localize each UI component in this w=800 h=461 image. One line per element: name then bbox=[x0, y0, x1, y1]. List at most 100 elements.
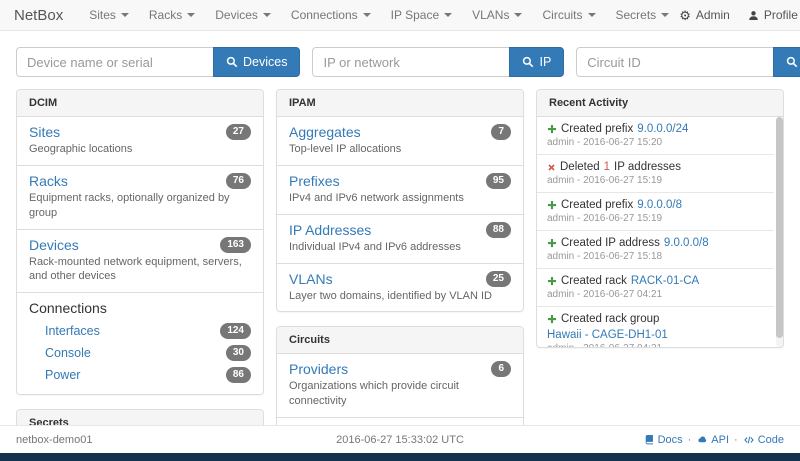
navbar-admin-link[interactable]: ⚙ Admin bbox=[679, 8, 730, 22]
nav-item-sites[interactable]: Sites bbox=[79, 0, 139, 30]
count-badge: 30 bbox=[225, 345, 251, 362]
footer-separator: · bbox=[734, 433, 738, 446]
list-item: VLANs 25 Layer two domains, identified by … bbox=[277, 262, 523, 312]
chevron-down-icon bbox=[120, 13, 129, 17]
nav-item-label: VLANs bbox=[472, 8, 510, 22]
activity-item: Created rack group Hawaii - CAGE-DH1-01 a… bbox=[537, 306, 774, 347]
search-row: Devices IP Circuits bbox=[0, 31, 800, 89]
nav-item-circuits[interactable]: Circuits bbox=[532, 0, 605, 30]
connection-sub-row: Power 86 bbox=[29, 364, 251, 386]
list-item: Sites 27 Geographic locations bbox=[17, 117, 263, 165]
count-badge: 88 bbox=[485, 221, 511, 238]
nav-item-secrets[interactable]: Secrets bbox=[606, 0, 680, 30]
item-description: Layer two domains, identified by VLAN ID bbox=[289, 289, 492, 302]
nav-item-racks[interactable]: Racks bbox=[139, 0, 205, 30]
item-description: IPv4 and IPv6 network assignments bbox=[289, 191, 464, 204]
search-button-ip[interactable]: IP bbox=[509, 47, 565, 77]
item-description: Individual IPv4 and IPv6 addresses bbox=[289, 240, 461, 253]
activity-object-link[interactable]: 9.0.0.0/8 bbox=[663, 237, 709, 249]
footer-hostname: netbox-demo01 bbox=[16, 433, 93, 446]
activity-text: IP addresses bbox=[614, 161, 681, 173]
list-item: Prefixes 95 IPv4 and IPv6 network assignme… bbox=[277, 164, 523, 214]
count-badge: 95 bbox=[485, 172, 511, 189]
recent-activity-list: Created prefix 9.0.0.0/24 admin - 2016-06… bbox=[537, 117, 783, 347]
footer-link-label: Code bbox=[757, 433, 784, 446]
nav-item-ip-space[interactable]: IP Space bbox=[381, 0, 462, 30]
activity-title: Created rack RACK-01-CA bbox=[547, 275, 770, 287]
item-top: Sites 27 bbox=[29, 124, 251, 140]
column-ipam: IPAM Aggregates 7 Top-level IP allocations P… bbox=[276, 89, 524, 461]
item-description: Top-level IP allocations bbox=[289, 143, 402, 155]
search-input-devices[interactable] bbox=[16, 47, 214, 77]
footer-link-label: Docs bbox=[657, 433, 683, 446]
item-description: Equipment racks, optionally organized by… bbox=[29, 191, 230, 219]
footer-link-docs[interactable]: Docs bbox=[644, 434, 683, 446]
link-ip-addresses[interactable]: IP Addresses bbox=[289, 221, 372, 238]
nav-item-label: Sites bbox=[89, 8, 116, 22]
activity-title: Created rack group Hawaii - CAGE-DH1-01 bbox=[547, 313, 770, 341]
link-racks[interactable]: Racks bbox=[29, 172, 68, 189]
chevron-down-icon bbox=[187, 13, 196, 17]
item-top: Racks 76 bbox=[29, 172, 251, 189]
recent-activity-title: Recent Activity bbox=[537, 90, 783, 117]
link-console[interactable]: Console bbox=[45, 346, 91, 361]
nav-item-connections[interactable]: Connections bbox=[281, 0, 381, 30]
plus-icon bbox=[547, 124, 557, 134]
footer-link-api[interactable]: API bbox=[696, 434, 729, 446]
scrollbar-thumb[interactable] bbox=[776, 117, 783, 338]
chevron-down-icon bbox=[362, 13, 371, 17]
search-input-circuits[interactable] bbox=[576, 47, 775, 77]
activity-text: Created rack bbox=[561, 275, 627, 287]
chevron-down-icon bbox=[262, 13, 271, 17]
link-power[interactable]: Power bbox=[45, 368, 81, 383]
search-button-devices[interactable]: Devices bbox=[213, 47, 301, 77]
item-top: Prefixes 95 bbox=[289, 172, 511, 189]
link-vlans[interactable]: VLANs bbox=[289, 270, 333, 287]
connections-group: Connections Interfaces 124 Console 30 Power 86 bbox=[17, 292, 263, 394]
navbar-profile-link[interactable]: Profile bbox=[748, 8, 798, 22]
activity-object-link[interactable]: Hawaii - CAGE-DH1-01 bbox=[547, 329, 668, 341]
nav-item-label: Secrets bbox=[615, 8, 657, 22]
activity-meta: admin - 2016-06-27 04:21 bbox=[547, 289, 663, 300]
link-prefixes[interactable]: Prefixes bbox=[289, 172, 340, 189]
nav-item-label: Devices bbox=[215, 8, 258, 22]
activity-item: Created rack RACK-01-CA admin - 2016-06-2… bbox=[537, 268, 774, 306]
activity-meta: admin - 2016-06-27 04:21 bbox=[547, 343, 770, 347]
plus-icon bbox=[547, 314, 557, 324]
activity-text: 1 bbox=[603, 161, 611, 173]
activity-text: Deleted bbox=[560, 161, 600, 173]
app-brand[interactable]: NetBox bbox=[14, 6, 64, 24]
search-icon bbox=[226, 56, 238, 68]
link-interfaces[interactable]: Interfaces bbox=[45, 324, 100, 339]
list-item: IP Addresses 88 Individual IPv4 and IPv6 a… bbox=[277, 213, 523, 263]
search-button-circuits[interactable]: Circuits bbox=[773, 47, 800, 77]
nav-item-vlans[interactable]: VLANs bbox=[462, 0, 532, 30]
item-top: Aggregates 7 bbox=[289, 124, 511, 140]
activity-text: Created prefix bbox=[561, 123, 634, 135]
link-providers[interactable]: Providers bbox=[289, 361, 349, 378]
nav-item-devices[interactable]: Devices bbox=[205, 0, 281, 30]
scrollbar-track[interactable] bbox=[776, 117, 783, 347]
link-sites[interactable]: Sites bbox=[29, 124, 61, 140]
code-icon bbox=[743, 435, 755, 445]
activity-object-link[interactable]: 9.0.0.0/24 bbox=[637, 123, 689, 135]
footer-link-code[interactable]: Code bbox=[743, 434, 784, 446]
list-item: Providers 6 Organizations which provide ci… bbox=[277, 354, 523, 417]
link-aggregates[interactable]: Aggregates bbox=[289, 124, 361, 140]
link-devices[interactable]: Devices bbox=[29, 236, 79, 253]
nav-item-label: Racks bbox=[148, 8, 183, 22]
count-badge: 7 bbox=[491, 124, 511, 140]
search-input-ip[interactable] bbox=[312, 47, 511, 77]
count-badge: 124 bbox=[220, 323, 251, 340]
activity-title: Deleted 1 IP addresses bbox=[547, 161, 770, 173]
search-group-circuits: Circuits bbox=[576, 47, 800, 77]
activity-text: Created prefix bbox=[561, 199, 634, 211]
count-badge: 86 bbox=[225, 367, 251, 384]
column-dcim: DCIM Sites 27 Geographic locations Racks 76 Eq… bbox=[16, 89, 264, 461]
activity-object-link[interactable]: RACK-01-CA bbox=[630, 275, 700, 287]
activity-item: Created prefix 9.0.0.0/24 admin - 2016-06… bbox=[537, 117, 774, 154]
panel-title: Circuits bbox=[277, 327, 523, 355]
activity-object-link[interactable]: 9.0.0.0/8 bbox=[637, 199, 682, 211]
activity-meta: admin - 2016-06-27 15:18 bbox=[547, 251, 663, 262]
column-activity: Recent Activity Created prefix 9.0.0.0/2… bbox=[536, 89, 784, 362]
